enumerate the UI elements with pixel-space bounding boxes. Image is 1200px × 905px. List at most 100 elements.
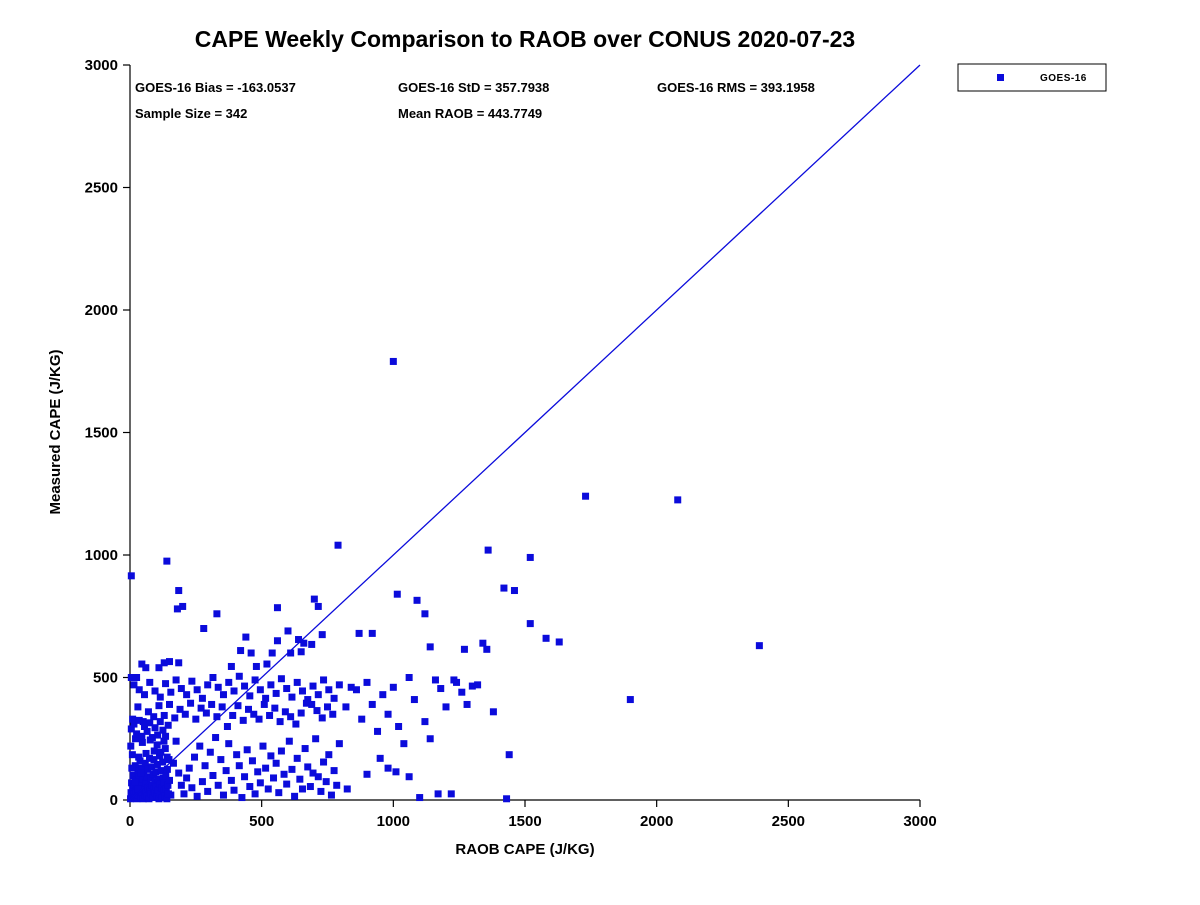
scatter-point <box>325 751 333 759</box>
scatter-point <box>393 590 401 598</box>
scatter-point <box>421 718 429 726</box>
scatter-point <box>318 714 326 722</box>
x-tick-label: 2500 <box>772 813 805 830</box>
scatter-point <box>143 773 151 781</box>
scatter-point <box>503 795 511 803</box>
scatter-point <box>255 715 263 723</box>
scatter-point <box>410 696 418 704</box>
scatter-point <box>277 747 285 755</box>
scatter-point <box>283 780 291 788</box>
y-tick-label: 1500 <box>85 425 118 442</box>
scatter-point <box>246 692 254 700</box>
scatter-point <box>376 754 384 762</box>
scatter-point <box>314 691 322 699</box>
scatter-point <box>474 681 482 689</box>
scatter-point <box>363 678 371 686</box>
scatter-point <box>259 742 267 750</box>
scatter-point <box>219 691 227 699</box>
scatter-point <box>162 785 170 793</box>
scatter-point <box>246 783 254 791</box>
scatter-point <box>166 776 173 784</box>
scatter-point <box>171 714 179 722</box>
scatter-point <box>148 781 156 789</box>
scatter-point <box>185 764 193 772</box>
scatter-point <box>247 649 255 657</box>
scatter-point <box>297 709 305 717</box>
scatter-point <box>458 688 466 696</box>
legend-marker-icon <box>997 74 1004 81</box>
scatter-point <box>148 763 156 771</box>
scatter-point <box>330 694 338 702</box>
legend-frame <box>957 63 1107 92</box>
scatter-point <box>140 691 148 699</box>
scatter-point <box>287 649 295 657</box>
scatter-point <box>235 672 243 680</box>
scatter-point <box>141 759 149 767</box>
scatter-point <box>324 703 331 711</box>
scatter-point <box>163 765 171 773</box>
scatter-point <box>304 696 312 704</box>
scatter-point <box>272 689 280 697</box>
scatter-point <box>133 795 141 803</box>
scatter-point <box>306 783 314 791</box>
scatter-point <box>175 587 183 595</box>
scatter-point <box>146 719 154 727</box>
scatter-point <box>235 762 243 770</box>
scatter-point <box>379 691 387 699</box>
scatter-point <box>309 682 317 690</box>
scatter-point <box>273 604 281 612</box>
scatter-point <box>416 794 424 802</box>
scatter-point <box>162 772 170 779</box>
scatter-point <box>150 747 158 755</box>
scatter-point <box>212 734 220 742</box>
scatter-point <box>239 716 247 724</box>
scatter-point <box>154 775 162 783</box>
scatter-point <box>405 674 413 681</box>
scatter-point <box>342 703 350 711</box>
scatter-point <box>233 751 241 759</box>
scatter-point <box>626 696 634 704</box>
scatter-point <box>183 774 191 782</box>
scatter-point <box>302 699 310 707</box>
scatter-point <box>426 643 434 651</box>
scatter-point <box>198 778 206 786</box>
axes: 0 500 1000 1500 2000 2500 3000 0 500 1000 1500 2000… <box>85 57 937 830</box>
scatter-point <box>131 778 139 786</box>
scatter-point <box>164 781 172 789</box>
x-tick-label: 500 <box>249 813 274 830</box>
scatter-point <box>291 792 299 800</box>
scatter-point <box>159 726 167 734</box>
scatter-point <box>526 553 534 561</box>
scatter-point <box>128 751 136 759</box>
scatter-point <box>138 738 146 746</box>
scatter-point <box>426 735 434 743</box>
scatter-point <box>149 794 157 802</box>
scatter-point <box>264 785 272 793</box>
scatter-point <box>209 674 217 681</box>
scatter-point <box>312 735 320 743</box>
scatter-point <box>209 772 217 779</box>
scatter-point <box>213 610 221 618</box>
scatter-point <box>139 775 147 783</box>
scatter-point <box>526 620 534 628</box>
scatter-point <box>135 773 143 781</box>
scatter-point <box>147 790 155 798</box>
scatter-point <box>287 713 295 721</box>
scatter-point <box>413 596 421 604</box>
x-tick-label: 2000 <box>640 813 673 830</box>
scatter-point <box>250 710 258 718</box>
scatter-point <box>180 790 188 798</box>
scatter-point <box>155 752 163 760</box>
scatter-point <box>144 765 152 773</box>
scatter-point <box>358 715 366 723</box>
scatter-point <box>262 694 270 702</box>
scatter-point <box>154 731 162 739</box>
stat-std: GOES-16 StD = 357.7938 <box>398 80 549 95</box>
scatter-point <box>447 790 455 798</box>
scatter-point <box>160 737 168 745</box>
scatter-point <box>505 751 513 759</box>
scatter-point <box>163 795 171 803</box>
scatter-point <box>298 785 306 793</box>
scatter-point <box>147 774 155 782</box>
scatter-point <box>204 681 212 689</box>
